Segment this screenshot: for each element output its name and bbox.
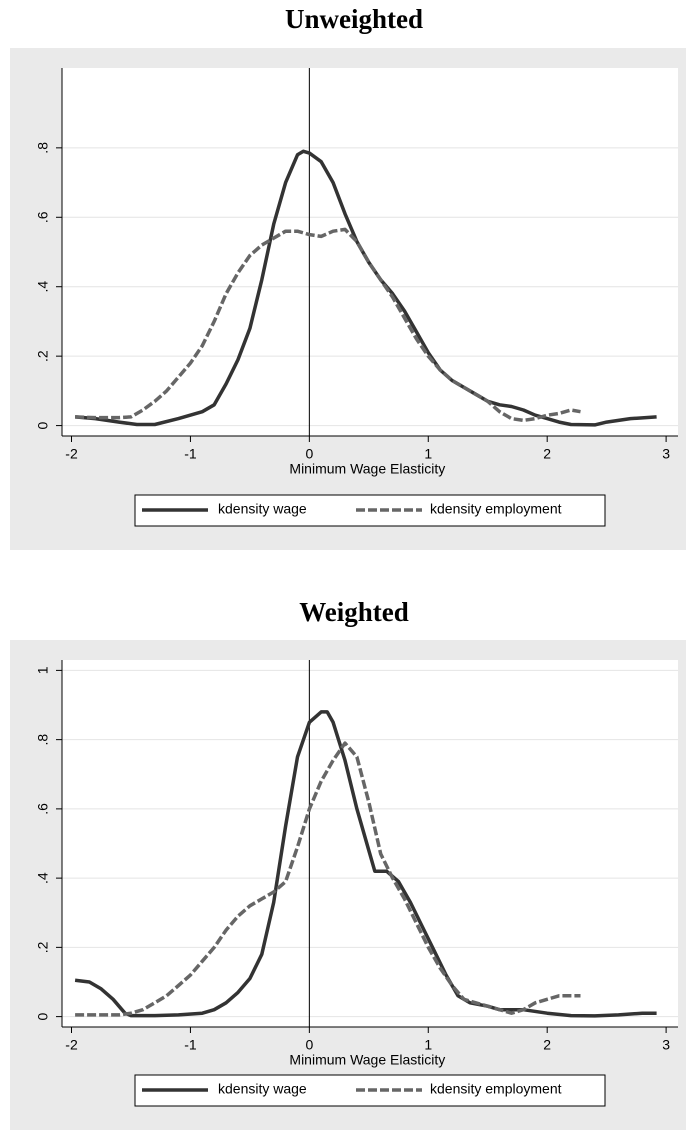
x-tick-label: 3 bbox=[662, 446, 670, 462]
chart-title: Unweighted bbox=[285, 4, 423, 34]
x-tick-label: 0 bbox=[305, 1037, 313, 1053]
x-tick-label: 3 bbox=[662, 1037, 670, 1053]
x-axis-title: Minimum Wage Elasticity bbox=[289, 461, 445, 477]
y-tick-label: .6 bbox=[35, 211, 51, 223]
y-tick-label: 0 bbox=[35, 1013, 51, 1021]
y-tick-label: .8 bbox=[35, 734, 51, 746]
line-series bbox=[74, 710, 657, 1018]
y-tick-label: .8 bbox=[35, 142, 51, 154]
x-tick-label: 2 bbox=[543, 1037, 551, 1053]
x-tick-label: -1 bbox=[184, 1037, 197, 1053]
plot-area bbox=[62, 660, 678, 1027]
x-tick-label: -1 bbox=[184, 446, 197, 462]
legend-label: kdensity employment bbox=[430, 501, 562, 517]
x-tick-label: 2 bbox=[543, 446, 551, 462]
x-tick-label: 1 bbox=[424, 446, 432, 462]
x-tick-label: 1 bbox=[424, 1037, 432, 1053]
y-tick-label: .2 bbox=[35, 941, 51, 953]
x-axis-title: Minimum Wage Elasticity bbox=[289, 1052, 445, 1068]
legend-label: kdensity wage bbox=[218, 1081, 307, 1097]
chart-title: Weighted bbox=[299, 597, 409, 627]
legend-label: kdensity wage bbox=[218, 501, 307, 517]
x-tick-label: -2 bbox=[65, 446, 78, 462]
x-tick-label: -2 bbox=[65, 1037, 78, 1053]
line-series bbox=[75, 741, 581, 1017]
y-tick-label: .4 bbox=[35, 281, 51, 293]
legend-label: kdensity employment bbox=[430, 1081, 562, 1097]
y-tick-label: 0 bbox=[35, 421, 51, 429]
x-tick-label: 0 bbox=[305, 446, 313, 462]
y-tick-label: .6 bbox=[35, 803, 51, 815]
line-series bbox=[75, 227, 581, 423]
y-tick-label: .4 bbox=[35, 872, 51, 884]
plot-area bbox=[62, 68, 678, 436]
y-tick-label: .2 bbox=[35, 350, 51, 362]
y-tick-label: 1 bbox=[35, 666, 51, 674]
